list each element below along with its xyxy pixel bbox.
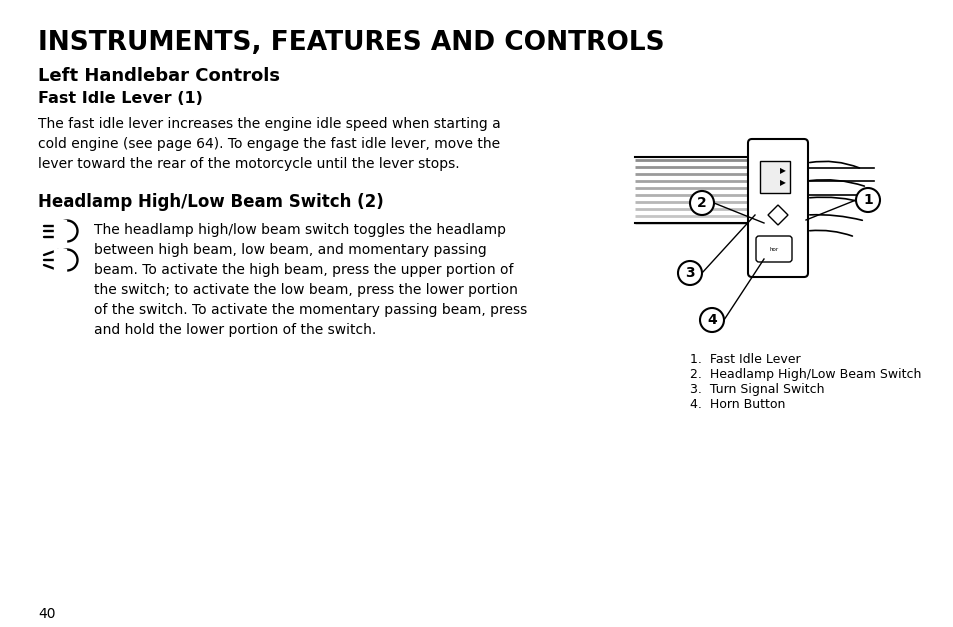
Circle shape <box>678 261 701 285</box>
Circle shape <box>689 191 713 215</box>
FancyBboxPatch shape <box>755 236 791 262</box>
Text: ▶: ▶ <box>780 179 785 187</box>
Text: 4.  Horn Button: 4. Horn Button <box>689 398 784 411</box>
Text: 1.  Fast Idle Lever: 1. Fast Idle Lever <box>689 353 800 366</box>
Circle shape <box>855 188 879 212</box>
Text: 40: 40 <box>38 607 55 621</box>
Bar <box>54 248 66 271</box>
Text: ▶: ▶ <box>780 167 785 176</box>
Text: 2: 2 <box>697 196 706 210</box>
Circle shape <box>700 308 723 332</box>
Bar <box>54 219 66 243</box>
Text: INSTRUMENTS, FEATURES AND CONTROLS: INSTRUMENTS, FEATURES AND CONTROLS <box>38 30 664 56</box>
Text: 1: 1 <box>862 193 872 207</box>
Polygon shape <box>767 205 787 225</box>
Text: 3.  Turn Signal Switch: 3. Turn Signal Switch <box>689 383 823 396</box>
Text: 4: 4 <box>706 313 716 327</box>
Text: Left Handlebar Controls: Left Handlebar Controls <box>38 67 280 85</box>
Text: 3: 3 <box>684 266 694 280</box>
Bar <box>760 161 789 193</box>
Text: Fast Idle Lever (1): Fast Idle Lever (1) <box>38 91 203 106</box>
Text: hor: hor <box>769 246 778 251</box>
Text: The headlamp high/low beam switch toggles the headlamp
between high beam, low be: The headlamp high/low beam switch toggle… <box>94 223 527 337</box>
Text: The fast idle lever increases the engine idle speed when starting a
cold engine : The fast idle lever increases the engine… <box>38 117 500 171</box>
Text: 2.  Headlamp High/Low Beam Switch: 2. Headlamp High/Low Beam Switch <box>689 368 921 381</box>
Text: Headlamp High/Low Beam Switch (2): Headlamp High/Low Beam Switch (2) <box>38 193 383 211</box>
FancyBboxPatch shape <box>747 139 807 277</box>
